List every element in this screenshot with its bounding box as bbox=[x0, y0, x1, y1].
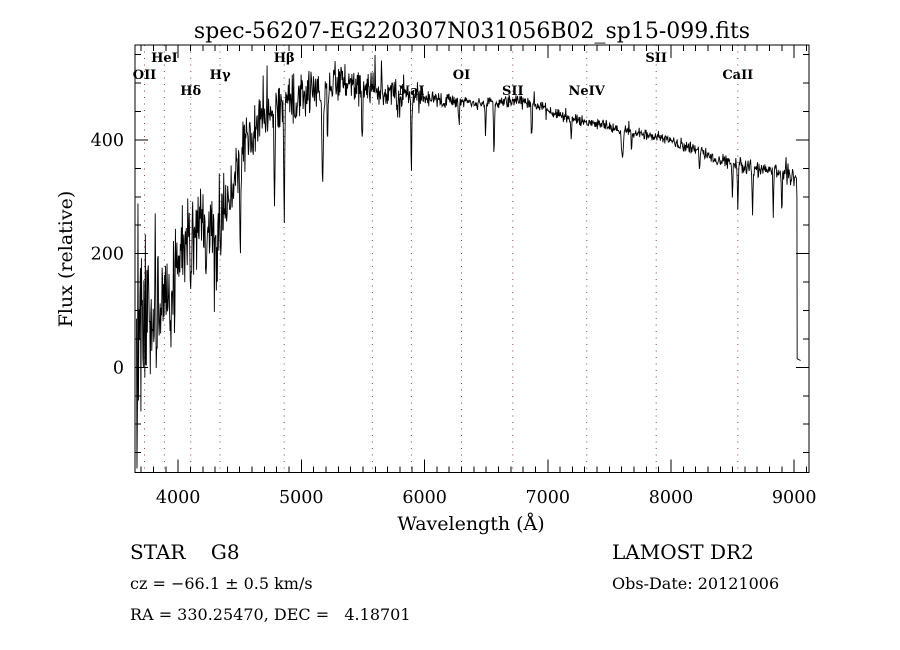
axis-ticks bbox=[135, 45, 809, 473]
x-tick-label-8000: 8000 bbox=[649, 488, 694, 508]
line-label-OI: OI bbox=[453, 68, 470, 83]
line-label-Hβ: Hβ bbox=[274, 51, 295, 66]
x-axis-title: Wavelength (Å) bbox=[397, 513, 544, 535]
line-label-Hδ: Hδ bbox=[180, 84, 201, 99]
plot-title: spec-56207-EG220307N031056B02_sp15-099.f… bbox=[194, 19, 750, 44]
line-label-CaII: CaII bbox=[722, 68, 753, 83]
y-axis-title: Flux (relative) bbox=[55, 191, 77, 328]
y-tick-label-400: 400 bbox=[91, 131, 124, 151]
x-tick-label-9000: 9000 bbox=[772, 488, 817, 508]
line-label-SII: SII bbox=[645, 51, 667, 66]
x-tick-label-7000: 7000 bbox=[526, 488, 571, 508]
radial-velocity-label: cz = −66.1 ± 0.5 km/s bbox=[130, 574, 313, 593]
y-tick-label-200: 200 bbox=[91, 245, 124, 265]
y-tick-label-0: 0 bbox=[113, 358, 124, 378]
plot-frame bbox=[134, 44, 810, 473]
x-tick-label-5000: 5000 bbox=[279, 488, 324, 508]
coordinates-label: RA = 330.25470, DEC = 4.18701 bbox=[130, 605, 411, 624]
object-class-label: STAR G8 bbox=[130, 540, 240, 564]
obs-date-label: Obs-Date: 20121006 bbox=[612, 574, 780, 593]
spectral-line-gridlines bbox=[144, 45, 739, 473]
x-tick-label-6000: 6000 bbox=[402, 488, 447, 508]
spectrum-trace bbox=[136, 54, 801, 469]
line-label-NeIV: NeIV bbox=[569, 84, 606, 99]
survey-release-label: LAMOST DR2 bbox=[612, 540, 754, 564]
axis-tick-labels: 4000 5000 6000 7000 8000 9000 0 200 400 bbox=[91, 131, 817, 508]
line-label-Hγ: Hγ bbox=[210, 68, 231, 83]
line-label-HeI: HeI bbox=[151, 51, 178, 66]
line-label-SII: SII bbox=[502, 84, 524, 99]
x-tick-label-4000: 4000 bbox=[156, 488, 201, 508]
line-label-OII: OII bbox=[133, 68, 157, 83]
